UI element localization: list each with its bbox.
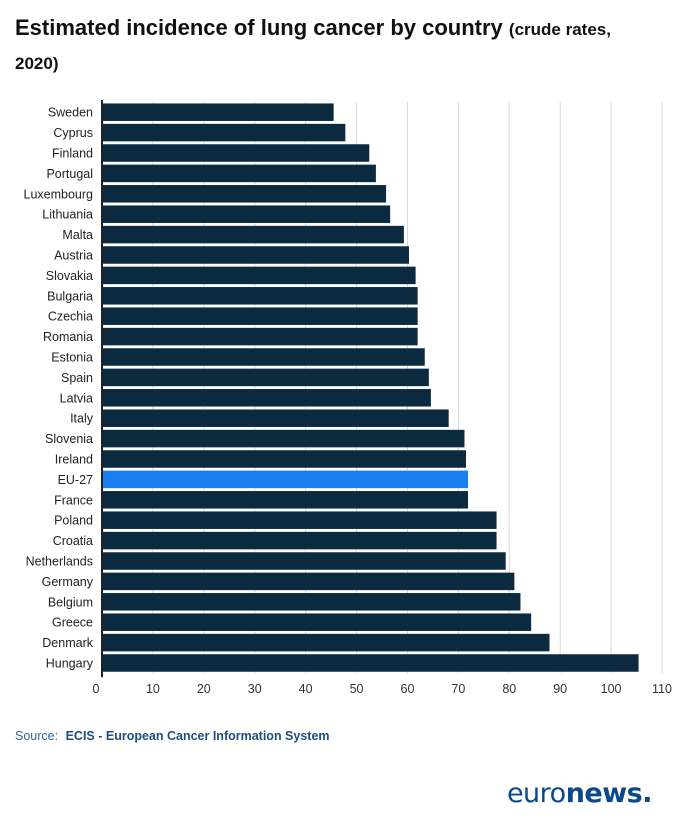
title-main: Estimated incidence of lung cancer by co… — [15, 15, 503, 40]
x-tick-label: 10 — [146, 682, 160, 696]
bar-slovakia — [102, 266, 416, 285]
bar-ireland — [102, 450, 466, 468]
category-label: Hungary — [46, 657, 94, 671]
category-label: Luxembourg — [24, 187, 94, 201]
title-subtitle: (crude rates, 2020) — [15, 20, 611, 73]
category-label: Portugal — [46, 167, 93, 181]
bar-netherlands — [102, 552, 506, 570]
category-label: EU-27 — [58, 473, 93, 487]
category-label: Germany — [42, 575, 94, 589]
bar-belgium — [102, 593, 521, 611]
bar-lithuania — [102, 205, 391, 223]
bar-estonia — [102, 348, 425, 366]
x-tick-label: 30 — [248, 682, 262, 696]
category-label: Italy — [70, 412, 94, 426]
bar-germany — [102, 572, 515, 591]
bar-spain — [102, 368, 429, 387]
logo-part1: euro — [506, 778, 566, 809]
bar-cyprus — [102, 123, 346, 142]
bar-bulgaria — [102, 287, 418, 305]
bar-sweden — [102, 103, 334, 121]
category-label: Malta — [62, 228, 93, 242]
bar-eu-27 — [102, 470, 469, 489]
bar-latvia — [102, 389, 431, 407]
bar-croatia — [102, 531, 497, 550]
logo-part2: news. — [565, 778, 653, 809]
category-label: Netherlands — [26, 555, 93, 569]
bar-poland — [102, 511, 497, 529]
category-label: Croatia — [53, 534, 93, 548]
x-tick-label: 110 — [652, 682, 672, 696]
category-label: Cyprus — [53, 126, 93, 140]
bar-luxembourg — [102, 185, 387, 203]
category-label: Austria — [54, 249, 93, 263]
bar-czechia — [102, 307, 418, 325]
bar-austria — [102, 246, 409, 264]
bar-portugal — [102, 164, 376, 183]
source-link[interactable]: ECIS - European Cancer Information Syste… — [65, 729, 330, 743]
category-label: Denmark — [42, 636, 93, 650]
category-label: Finland — [52, 147, 93, 161]
category-label: Estonia — [51, 351, 93, 365]
x-tick-label: 100 — [601, 682, 622, 696]
x-tick-label: 60 — [401, 682, 415, 696]
category-label: Sweden — [48, 106, 93, 120]
category-label: Poland — [54, 514, 93, 528]
x-tick-label: 50 — [350, 682, 364, 696]
category-label: Latvia — [60, 391, 93, 405]
x-tick-label: 70 — [451, 682, 465, 696]
category-label: Belgium — [48, 595, 93, 609]
bar-greece — [102, 613, 532, 631]
source-label: Source: — [15, 729, 59, 743]
bar-finland — [102, 144, 370, 162]
chart-title: Estimated incidence of lung cancer by co… — [15, 12, 655, 80]
category-label: Slovakia — [46, 269, 93, 283]
bar-slovenia — [102, 429, 465, 448]
category-label: Ireland — [55, 453, 93, 467]
category-label: Lithuania — [42, 208, 93, 222]
x-tick-label: 90 — [553, 682, 567, 696]
source-line: Source: ECIS - European Cancer Informati… — [15, 729, 330, 743]
bar-denmark — [102, 633, 550, 652]
x-tick-label: 40 — [299, 682, 313, 696]
bar-italy — [102, 409, 449, 427]
category-label: France — [54, 493, 93, 507]
bar-malta — [102, 225, 404, 244]
category-label: Greece — [52, 616, 93, 630]
x-tick-label: 20 — [197, 682, 211, 696]
bar-hungary — [102, 654, 639, 672]
category-label: Slovenia — [45, 432, 93, 446]
euronews-logo: euronews. — [506, 778, 653, 809]
category-label: Bulgaria — [47, 289, 93, 303]
category-label: Romania — [43, 330, 93, 344]
category-label: Spain — [61, 371, 93, 385]
bar-romania — [102, 327, 418, 346]
bar-france — [102, 491, 469, 509]
x-tick-label: 80 — [502, 682, 516, 696]
x-tick-label: 0 — [93, 682, 100, 696]
category-label: Czechia — [48, 310, 93, 324]
bar-chart: Sweden Cyprus Finland Portugal Luxembourg Lit… — [24, 100, 672, 696]
